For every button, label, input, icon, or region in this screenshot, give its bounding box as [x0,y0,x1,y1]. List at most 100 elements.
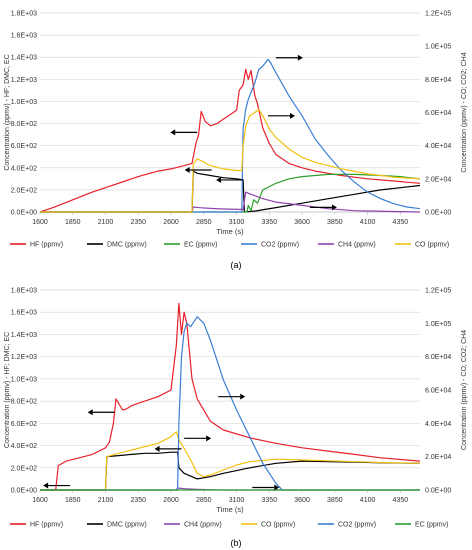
p2-legend-label-dmc: DMC (ppmv) [107,522,147,529]
p2-y-right-tick-label: 2.0E+04 [425,454,451,461]
p2-y-right-tick-label: 1.2E+05 [425,288,451,295]
p2-x-tick-label: 2600 [163,497,179,504]
p2-series-line-dmc [40,451,421,491]
p1-x-axis-title: Time (s) [216,227,244,236]
p1-y-left-tick-label: 4.0E+02 [11,165,37,172]
p2-y-left-tick-label: 0.0E+00 [11,488,37,495]
p2-y-right-tick-label: 8.0E+04 [425,354,451,361]
p2-x-tick-label: 4100 [360,497,376,504]
p1-y-left-tick-label: 1.0E+03 [11,99,37,106]
p1-legend-label-ch4: CH4 (ppmv) [338,242,376,249]
p2-annotation-arrow-head [154,445,160,452]
p2-x-tick-label: 4350 [393,497,409,504]
p2-y-left-tick-label: 1.4E+03 [11,332,37,339]
p1-y-left-tick-label: 2.0E+02 [11,187,37,194]
p2-x-tick-label: 1600 [32,497,48,504]
p1-legend-label-dmc: DMC (ppmv) [107,242,147,249]
p2-y-left-tick-label: 8.0E+02 [11,399,37,406]
p2-y-left-tick-label: 1.2E+03 [11,354,37,361]
p1-x-tick-label: 2350 [130,219,146,226]
p1-y-right-tick-label: 0.0E+00 [425,210,451,217]
p1-x-tick-label: 1850 [65,219,81,226]
p2-y-left-tick-label: 4.0E+02 [11,443,37,450]
p1-x-tick-label: 3850 [327,219,343,226]
p2-y-right-axis-title: Concentration (ppmv) - CO; CO2; CH4 [461,330,468,450]
p1-legend-label-co2: CO2 (ppmv) [261,242,299,249]
p1-y-right-tick-label: 4.0E+04 [425,143,451,150]
p1-y-left-tick-label: 1.4E+03 [11,55,37,62]
p1-legend-label-co: CO (ppmv) [415,242,449,249]
p1-annotation-arrow-head [290,112,295,119]
p2-annotation-arrow-head [206,435,212,442]
p1-annotation-arrow-head [170,129,176,136]
p1-y-left-tick-label: 1.8E+03 [11,11,37,18]
p2-y-left-tick-label: 1.0E+03 [11,376,37,383]
p1-x-tick-label: 3600 [294,219,310,226]
p2-y-right-tick-label: 0.0E+00 [425,488,451,495]
p2-legend-label-ch4: CH4 (ppmv) [184,522,222,529]
p2-x-tick-label: 2100 [98,497,114,504]
p2-panel-label: (b) [231,538,242,548]
p2-y-left-tick-label: 1.6E+03 [11,310,37,317]
p1-y-left-axis-title: Concentration (ppmv) - HF; DMC; EC [4,54,11,170]
p2-legend-label-co: CO (ppmv) [261,522,295,529]
p2-legend-label-ec: EC (ppmv) [415,522,448,529]
p1-panel-label: (a) [231,260,242,270]
p1-y-left-tick-label: 1.2E+03 [11,77,37,84]
p1-legend-label-ec: EC (ppmv) [184,242,217,249]
p1-y-right-tick-label: 2.0E+04 [425,176,451,183]
p1-x-tick-label: 3350 [262,219,278,226]
p1-y-right-tick-label: 1.0E+05 [425,44,451,51]
p1-y-left-tick-label: 1.6E+03 [11,33,37,40]
p2-y-left-tick-label: 2.0E+02 [11,465,37,472]
p2-y-left-tick-label: 6.0E+02 [11,421,37,428]
p1-series-line-dmc [40,170,421,213]
p2-legend-label-co2: CO2 (ppmv) [338,522,376,529]
p1-y-right-tick-label: 6.0E+04 [425,110,451,117]
p2-x-tick-label: 2350 [130,497,146,504]
p1-y-left-tick-label: 6.0E+02 [11,143,37,150]
p2-x-tick-label: 3100 [229,497,245,504]
p2-x-tick-label: 3350 [262,497,278,504]
p2-annotation-arrow-head [87,409,93,416]
p2-annotation-arrow-head [240,393,246,400]
p1-y-right-axis-title: Concentration (ppmv) - CO; CO2; CH4 [461,52,468,172]
p1-series-line-co [40,108,421,213]
p2-annotation-arrow-head [43,482,49,489]
p2-series-line-co [40,431,421,491]
p1-series-line-ch4 [40,191,421,213]
p2-series-line-hf [40,302,421,491]
p1-x-tick-label: 2850 [196,219,212,226]
p2-x-tick-label: 3600 [294,497,310,504]
p1-y-left-tick-label: 8.0E+02 [11,121,37,128]
p2-series-line-co2 [40,316,420,491]
p2-y-right-tick-label: 4.0E+04 [425,421,451,428]
p2-x-tick-label: 3850 [327,497,343,504]
p2-y-left-axis-title: Concentration (ppmv) - HF; DMC; EC [4,332,11,448]
p1-x-tick-label: 1600 [32,219,48,226]
p2-x-tick-label: 1850 [65,497,81,504]
p2-annotation-arrow-head [274,484,280,491]
p1-annotation-arrow-head [216,176,222,183]
p1-annotation-arrow-head [184,166,190,173]
p1-y-left-tick-label: 0.0E+00 [11,210,37,217]
p1-x-tick-label: 3100 [229,219,245,226]
p2-x-tick-label: 2850 [196,497,212,504]
p1-annotation-arrow-head [331,204,337,211]
p1-y-right-tick-label: 1.2E+05 [425,11,451,18]
p1-y-right-tick-label: 8.0E+04 [425,77,451,84]
p1-x-tick-label: 4100 [360,219,376,226]
p2-legend-label-hf: HF (ppmv) [30,522,63,529]
p1-legend-label-hf: HF (ppmv) [30,242,63,249]
p1-series-line-hf [39,68,421,213]
p1-annotation-arrow-head [297,54,303,61]
p2-x-axis-title: Time (s) [216,505,244,514]
p2-y-right-tick-label: 6.0E+04 [425,388,451,395]
p1-x-tick-label: 2100 [98,219,114,226]
p2-y-right-tick-label: 1.0E+05 [425,321,451,328]
p2-y-left-tick-label: 1.8E+03 [11,288,37,295]
p1-series-line-co2 [40,58,421,213]
p1-x-tick-label: 4350 [393,219,409,226]
p1-series-line-ec [40,173,421,213]
